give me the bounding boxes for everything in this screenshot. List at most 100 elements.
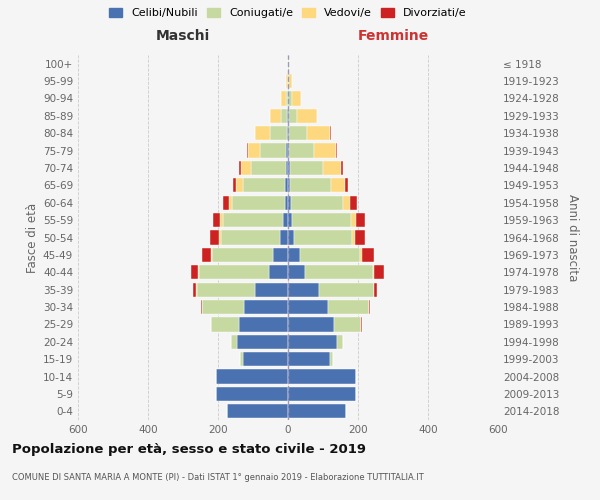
- Y-axis label: Fasce di età: Fasce di età: [26, 202, 39, 272]
- Bar: [305, 265, 373, 280]
- Bar: [197, 282, 255, 297]
- Bar: [216, 370, 288, 384]
- Bar: [334, 318, 361, 332]
- Bar: [243, 178, 285, 192]
- Bar: [314, 144, 335, 158]
- Bar: [202, 248, 211, 262]
- Bar: [223, 213, 283, 227]
- Bar: [237, 334, 288, 349]
- Bar: [352, 230, 355, 244]
- Bar: [374, 265, 383, 280]
- Legend: Celibi/Nubili, Coniugati/e, Vedovi/e, Divorziati/e: Celibi/Nubili, Coniugati/e, Vedovi/e, Di…: [107, 6, 469, 20]
- Bar: [374, 282, 377, 297]
- Bar: [232, 196, 284, 210]
- Bar: [251, 161, 286, 175]
- Bar: [244, 300, 288, 314]
- Bar: [236, 178, 243, 192]
- Bar: [287, 108, 288, 123]
- Bar: [341, 161, 343, 175]
- Bar: [286, 74, 287, 88]
- Bar: [290, 178, 331, 192]
- Bar: [292, 213, 351, 227]
- Bar: [289, 74, 292, 88]
- Bar: [211, 318, 239, 332]
- Bar: [343, 196, 350, 210]
- Bar: [288, 404, 346, 418]
- Bar: [300, 248, 361, 262]
- Bar: [362, 248, 374, 262]
- Bar: [191, 265, 198, 280]
- Bar: [255, 282, 288, 297]
- Bar: [200, 300, 202, 314]
- Bar: [239, 161, 241, 175]
- Bar: [345, 178, 347, 192]
- Bar: [231, 334, 237, 349]
- Bar: [288, 230, 295, 244]
- Bar: [356, 213, 365, 227]
- Text: Femmine: Femmine: [358, 28, 428, 42]
- Bar: [212, 248, 274, 262]
- Bar: [196, 282, 197, 297]
- Bar: [286, 92, 287, 106]
- Bar: [221, 230, 280, 244]
- Bar: [281, 108, 287, 123]
- Bar: [286, 161, 288, 175]
- Bar: [361, 318, 362, 332]
- Bar: [202, 300, 244, 314]
- Bar: [330, 352, 333, 366]
- Bar: [284, 196, 288, 210]
- Bar: [368, 300, 370, 314]
- Bar: [240, 352, 242, 366]
- Text: Popolazione per età, sesso e stato civile - 2019: Popolazione per età, sesso e stato civil…: [12, 442, 366, 456]
- Bar: [255, 126, 256, 140]
- Bar: [355, 230, 365, 244]
- Y-axis label: Anni di nascita: Anni di nascita: [566, 194, 579, 281]
- Bar: [288, 161, 290, 175]
- Text: Maschi: Maschi: [156, 28, 210, 42]
- Bar: [248, 144, 260, 158]
- Bar: [307, 126, 331, 140]
- Bar: [298, 108, 317, 123]
- Bar: [270, 126, 287, 140]
- Bar: [239, 318, 288, 332]
- Bar: [227, 404, 288, 418]
- Bar: [288, 56, 289, 71]
- Bar: [288, 144, 289, 158]
- Bar: [287, 126, 288, 140]
- Bar: [328, 300, 368, 314]
- Bar: [351, 213, 356, 227]
- Bar: [242, 352, 288, 366]
- Bar: [288, 352, 330, 366]
- Bar: [295, 230, 352, 244]
- Bar: [233, 178, 236, 192]
- Bar: [283, 213, 288, 227]
- Bar: [289, 108, 298, 123]
- Bar: [198, 265, 199, 280]
- Bar: [288, 74, 289, 88]
- Bar: [285, 178, 288, 192]
- Bar: [288, 248, 300, 262]
- Bar: [193, 282, 196, 297]
- Bar: [274, 248, 288, 262]
- Bar: [214, 213, 220, 227]
- Bar: [210, 230, 219, 244]
- Bar: [241, 161, 251, 175]
- Bar: [216, 387, 288, 401]
- Bar: [260, 144, 286, 158]
- Bar: [373, 265, 374, 280]
- Bar: [319, 282, 374, 297]
- Bar: [280, 230, 288, 244]
- Bar: [291, 196, 343, 210]
- Bar: [286, 144, 288, 158]
- Bar: [229, 196, 232, 210]
- Bar: [199, 265, 269, 280]
- Bar: [220, 213, 223, 227]
- Bar: [211, 248, 212, 262]
- Bar: [281, 92, 286, 106]
- Bar: [288, 108, 289, 123]
- Bar: [331, 178, 345, 192]
- Bar: [361, 248, 362, 262]
- Bar: [288, 318, 334, 332]
- Bar: [288, 370, 356, 384]
- Bar: [288, 265, 305, 280]
